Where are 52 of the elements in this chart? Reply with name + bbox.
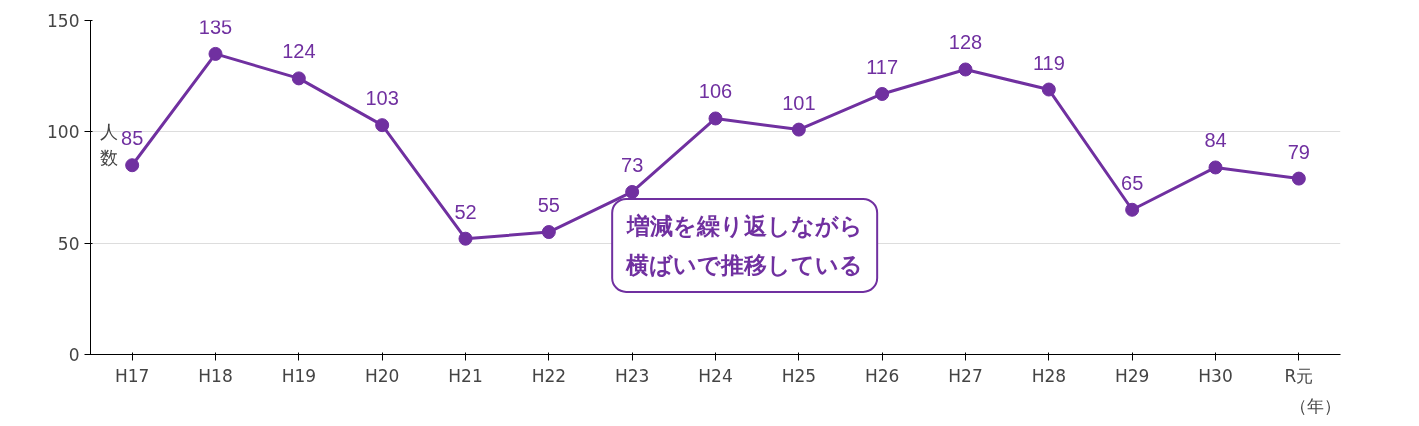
y-tick-label: 150 [47, 11, 80, 31]
x-tick-label: H23 [614, 365, 650, 386]
data-label: 106 [698, 80, 733, 103]
data-label: 117 [866, 55, 899, 78]
x-tick-label: H24 [698, 365, 733, 386]
y-tick-label: 100 [47, 122, 80, 143]
x-tick-label: H29 [1114, 365, 1150, 386]
point [1291, 171, 1306, 186]
point [708, 111, 723, 126]
annotation: 増減を繰り返しながら横ばいで推移している [625, 212, 864, 278]
x-tick-label: H17 [114, 365, 150, 386]
x-tick-label: H21 [448, 365, 483, 386]
point [458, 231, 473, 246]
point [208, 46, 223, 61]
point [375, 118, 390, 133]
x-tick-label: H30 [1198, 365, 1233, 386]
data-label: 55 [537, 194, 560, 217]
data-label: 79 [1287, 140, 1310, 163]
point [125, 158, 140, 173]
x-tick-label: H26 [864, 365, 900, 386]
x-tick-label: H22 [531, 365, 567, 386]
point [791, 122, 806, 137]
point [625, 184, 640, 199]
point [1125, 202, 1140, 217]
x-tick-label: H25 [781, 365, 817, 386]
data-label: 128 [948, 31, 983, 54]
data-label: 101 [782, 91, 816, 114]
x-tick-label: H18 [198, 365, 233, 386]
point [875, 86, 890, 101]
x-axis-title: （年） [1289, 395, 1341, 416]
data-label: 135 [198, 15, 233, 38]
data-label: 85 [121, 127, 144, 150]
data-label: 84 [1204, 129, 1227, 152]
data-label: 73 [621, 153, 644, 176]
point [1041, 82, 1056, 97]
point [291, 71, 306, 86]
x-tick-label: H27 [948, 365, 983, 386]
point [958, 62, 973, 77]
x-tick-label: H28 [1031, 365, 1067, 386]
x-tick-label: H19 [281, 365, 317, 386]
x-tick-label: H20 [364, 365, 400, 386]
y-axis-title: 人数 [99, 121, 118, 168]
data-label: 119 [1032, 51, 1065, 74]
point [541, 225, 556, 240]
point [1208, 160, 1223, 175]
data-label: 52 [454, 200, 477, 223]
data-label: 65 [1121, 171, 1144, 194]
data-label: 124 [282, 40, 316, 63]
y-tick-label: 0 [68, 345, 80, 365]
x-tick-label: R元 [1284, 365, 1314, 386]
data-label: 103 [365, 87, 399, 110]
y-tick-label: 50 [57, 233, 80, 254]
